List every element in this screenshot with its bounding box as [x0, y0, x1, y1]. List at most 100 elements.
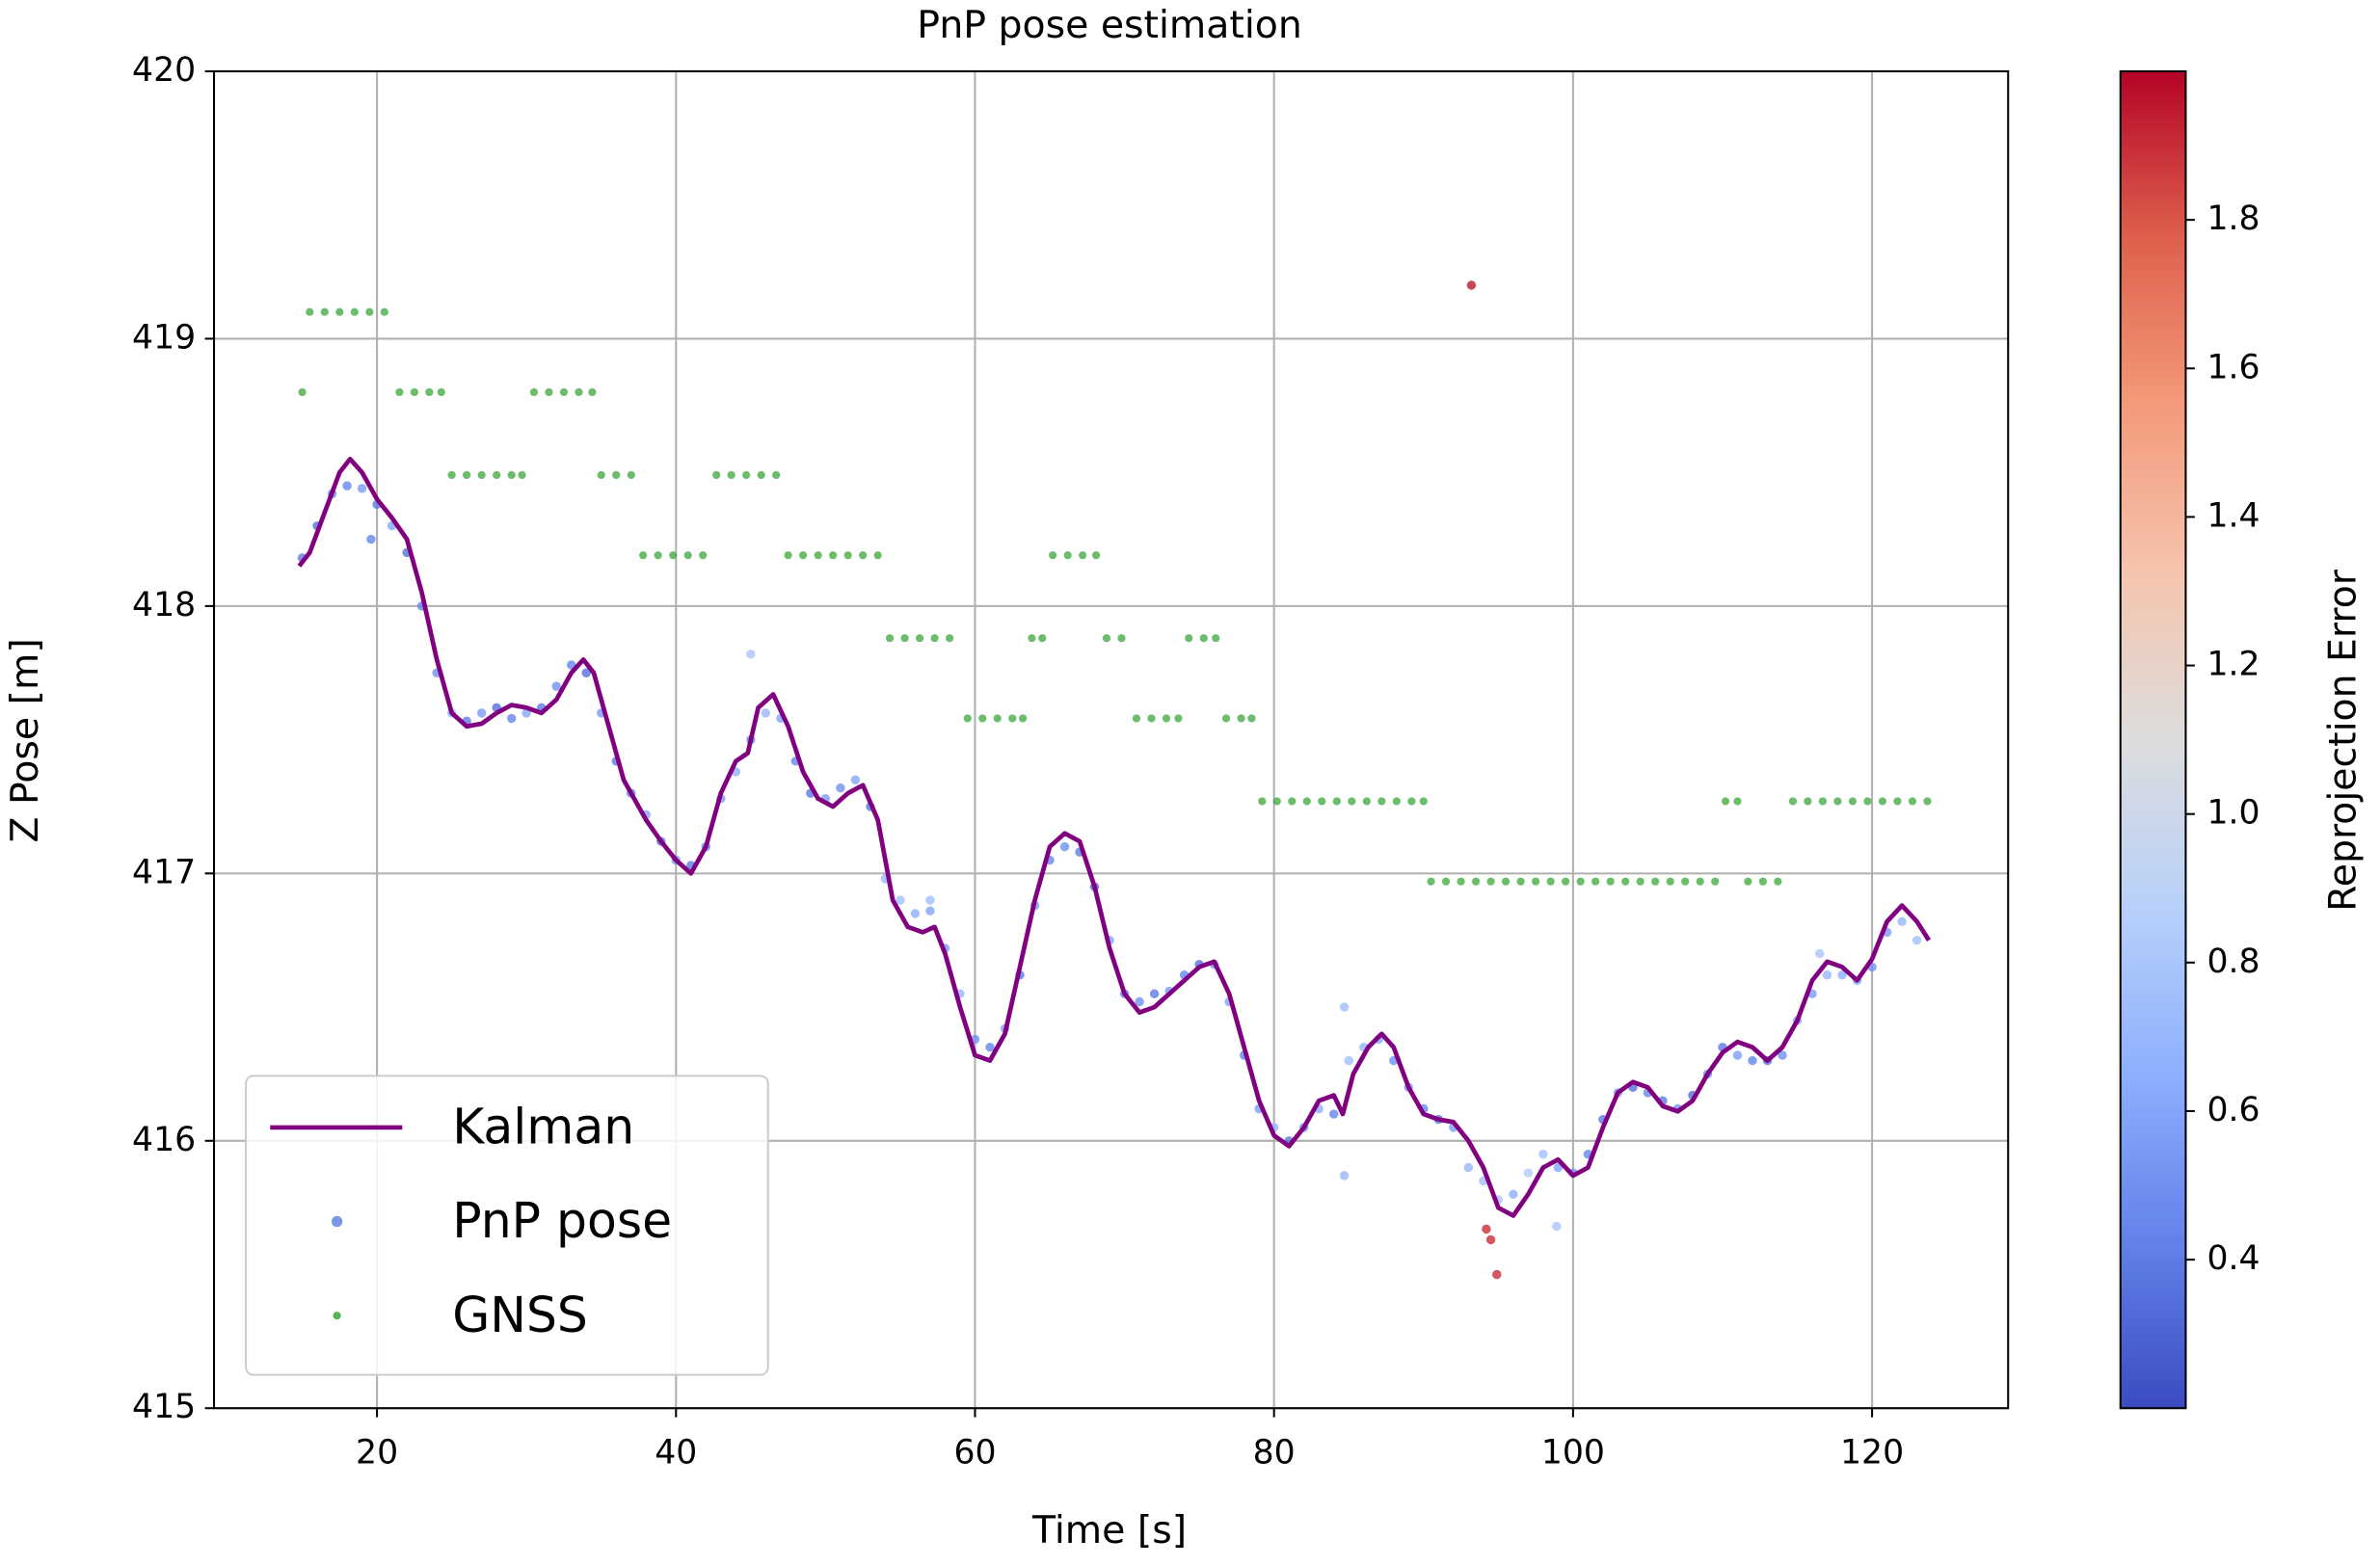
gnss-point [1419, 797, 1428, 806]
y-tick-label: 420 [132, 51, 196, 90]
pnp-point [1538, 1149, 1548, 1159]
pnp-point [1482, 1224, 1491, 1234]
colorbar-tick-label: 1.0 [2206, 794, 2260, 833]
gnss-point [1893, 797, 1902, 806]
pnp-point [1897, 916, 1907, 927]
pnp-point [1732, 1050, 1743, 1060]
x-tick-label: 80 [1253, 1433, 1296, 1472]
gnss-point [559, 387, 569, 397]
legend-label: GNSS [452, 1287, 588, 1343]
pnp-point [925, 906, 935, 916]
gnss-point [1818, 797, 1827, 806]
gnss-point [1681, 877, 1690, 886]
gnss-point [1377, 797, 1386, 806]
pnp-point [1815, 948, 1825, 959]
gnss-point [1392, 797, 1401, 806]
pnp-point [342, 481, 352, 491]
gnss-point [1427, 877, 1435, 886]
gnss-point [799, 551, 808, 560]
pnp-point [1492, 1269, 1502, 1280]
gnss-point [477, 470, 486, 480]
gnss-point [1774, 877, 1782, 886]
colorbar-tick-label: 0.4 [2206, 1239, 2260, 1278]
gnss-point [900, 634, 909, 643]
gnss-point [1102, 634, 1111, 643]
pnp-point [850, 775, 861, 784]
pnp-point [985, 1042, 995, 1052]
pnp-point [1748, 1055, 1757, 1066]
gnss-point [1092, 551, 1101, 560]
gnss-point [410, 387, 418, 397]
gnss-point [946, 634, 954, 643]
y-tick-label: 417 [132, 853, 196, 891]
legend-marker [333, 1312, 341, 1320]
pnp-point [1778, 1050, 1787, 1060]
colorbar [2119, 69, 2187, 1410]
gnss-point [1788, 797, 1797, 806]
pnp-point [1463, 1162, 1474, 1173]
pnp-point [366, 534, 376, 544]
gnss-point [627, 470, 635, 480]
gnss-point [597, 470, 605, 480]
gnss-point [1019, 714, 1028, 723]
y-tick-label: 416 [132, 1121, 196, 1159]
pnp-point [1485, 1234, 1496, 1245]
pnp-point [1149, 989, 1160, 998]
pnp-point [896, 895, 905, 905]
gnss-point [1147, 714, 1156, 723]
pnp-point [1135, 996, 1144, 1007]
y-axis-label: Z Pose [m] [3, 638, 47, 842]
pnp-point [1509, 1189, 1518, 1200]
gnss-point [380, 307, 388, 316]
gnss-point [425, 387, 434, 397]
y-tick-label: 415 [132, 1388, 196, 1426]
gnss-point [993, 714, 1002, 723]
pnp-point [1466, 280, 1477, 290]
gnss-point [1332, 797, 1341, 806]
gnss-point [669, 551, 678, 560]
legend-label: PnP pose [452, 1192, 672, 1249]
pnp-point [1344, 1055, 1353, 1066]
gnss-point [1038, 634, 1047, 643]
pnp-point [476, 708, 487, 718]
gnss-point [306, 307, 314, 316]
gnss-point [395, 387, 404, 397]
legend-box [245, 1075, 769, 1376]
gnss-point [1666, 877, 1674, 886]
gnss-point [727, 470, 735, 480]
colorbar-tick-label: 1.8 [2206, 199, 2260, 238]
gnss-point [742, 470, 751, 480]
gnss-point [1199, 634, 1208, 643]
gnss-point [1272, 797, 1281, 806]
colorbar-label: Reprojection Error [2320, 569, 2365, 912]
gnss-point [1185, 634, 1193, 643]
gnss-point [699, 551, 708, 560]
gnss-point [757, 470, 765, 480]
legend-marker [331, 1215, 343, 1228]
kalman-line [297, 456, 1932, 1218]
gnss-point [885, 634, 895, 643]
gnss-point [1546, 877, 1555, 886]
gnss-point [612, 470, 621, 480]
gnss-point [1221, 714, 1231, 723]
gnss-point [784, 551, 792, 560]
gnss-point [1833, 797, 1842, 806]
gnss-point [1457, 877, 1465, 886]
gnss-point [1212, 634, 1220, 643]
gnss-point [1758, 877, 1767, 886]
gnss-point [1721, 797, 1730, 806]
gnss-point [1576, 877, 1585, 886]
gnss-point [1028, 634, 1036, 643]
pnp-point [925, 895, 935, 905]
gnss-point [712, 470, 721, 480]
pnp-point [1339, 1171, 1350, 1181]
gnss-point [1744, 877, 1752, 886]
gnss-point [1174, 714, 1183, 723]
x-tick-label: 20 [356, 1433, 398, 1472]
gnss-point [814, 551, 822, 560]
pnp-point [1059, 841, 1070, 852]
gnss-point [1733, 797, 1742, 806]
pnp-point [1912, 935, 1922, 945]
gnss-point [1132, 714, 1141, 723]
